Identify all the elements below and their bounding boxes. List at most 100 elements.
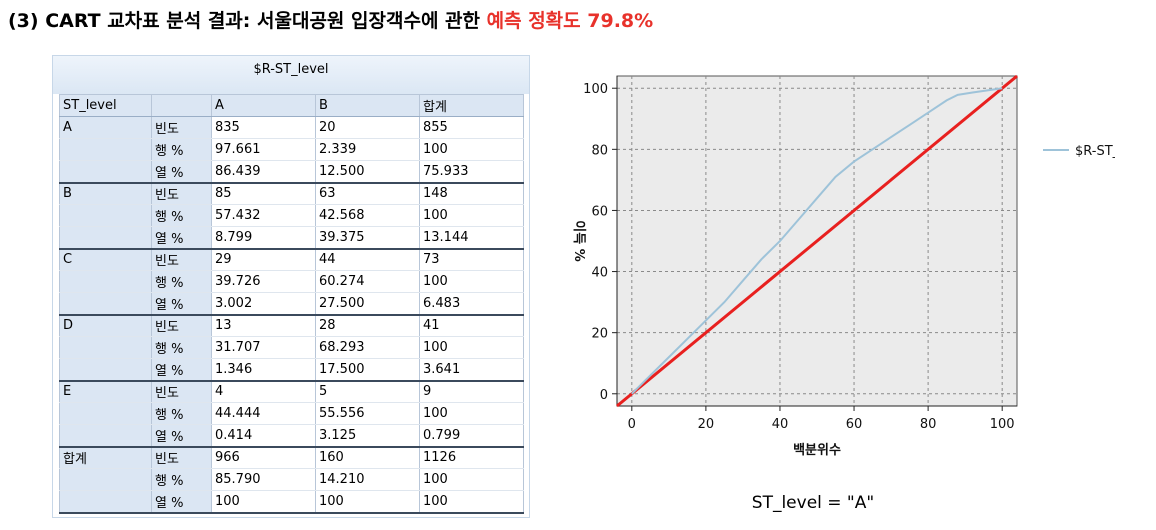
table-cell: 100 [419,270,524,293]
table-cell: 68.293 [315,336,420,359]
x-tick-label: 20 [698,417,715,432]
stat-label: 행 % [151,138,212,161]
stat-label: 열 % [151,160,212,184]
row-group-label [59,226,152,250]
table-cell: 29 [211,248,316,271]
title-accent: 예측 정확도 79.8% [486,10,654,32]
chart-caption: ST_level = "A" [752,493,874,513]
table-row: 열 % 3.002 27.500 6.483 [59,292,524,316]
table-cell: 160 [315,446,420,469]
table-cell: 73 [419,248,524,271]
table-row: C 빈도 29 44 73 [59,248,524,271]
table-header-row: ST_level A B 합계 [59,94,524,117]
table-row: E 빈도 4 5 9 [59,380,524,403]
stat-label: 열 % [151,292,212,316]
table-cell: 148 [419,182,524,205]
table-cell: 100 [315,490,420,514]
table-cell: 9 [419,380,524,403]
legend-label: $R-ST_level [1075,144,1115,159]
table-row: 열 % 8.799 39.375 13.144 [59,226,524,250]
table-cell: 0.414 [211,424,316,448]
table-cell: 75.933 [419,160,524,184]
stat-label: 행 % [151,336,212,359]
row-group-label [59,204,152,227]
table-cell: 14.210 [315,468,420,491]
table-row: 열 % 1.346 17.500 3.641 [59,358,524,382]
table-row: D 빈도 13 28 41 [59,314,524,337]
table-row: A 빈도 835 20 855 [59,116,524,139]
table-cell: 100 [419,204,524,227]
row-group-label [59,490,152,514]
gain-chart: 0 20 40 60 80 100 0 20 40 60 80 100 백분위수 이득 % $R-ST… [571,74,1115,513]
table-row: 행 % 97.661 2.339 100 [59,138,524,161]
row-group-label [59,424,152,448]
baseline-line [616,74,1018,408]
table-cell: 0.799 [419,424,524,448]
table-row: 행 % 31.707 68.293 100 [59,336,524,359]
table-cell: 100 [419,336,524,359]
row-variable-header: ST_level [59,94,152,117]
table-cell: 6.483 [419,292,524,316]
table-cell: 86.439 [211,160,316,184]
x-tick-label: 80 [920,417,937,432]
table-cell: 97.661 [211,138,316,161]
table-cell: 100 [419,490,524,514]
table-row: 행 % 57.432 42.568 100 [59,204,524,227]
table-cell: 85.790 [211,468,316,491]
stat-label: 빈도 [151,116,212,139]
row-group-label: 합계 [59,446,152,469]
table-cell: 100 [419,138,524,161]
table-cell: 100 [211,490,316,514]
table-cell: 2.339 [315,138,420,161]
title-main: (3) CART 교차표 분석 결과: 서울대공원 입장객수에 관한 [8,10,487,32]
table-cell: 855 [419,116,524,139]
row-group-label: B [59,182,152,205]
row-group-label: E [59,380,152,403]
table-cell: 100 [419,402,524,425]
stat-header [151,94,212,117]
table-cell: 39.726 [211,270,316,293]
crosstab-table: ST_level A B 합계 A 빈도 835 20 855 행 % 97.661 2.33… [59,94,524,514]
row-group-label [59,138,152,161]
row-group-label: D [59,314,152,337]
table-cell: 28 [315,314,420,337]
row-group-label [59,336,152,359]
grid-lines [617,76,1017,406]
table-row: 열 % 100 100 100 [59,490,524,514]
stat-label: 빈도 [151,248,212,271]
row-group-label [59,270,152,293]
table-cell: 3.002 [211,292,316,316]
stat-label: 열 % [151,424,212,448]
column-variable-label: $R-ST_level [253,62,329,77]
table-cell: 1.346 [211,358,316,382]
table-cell: 4 [211,380,316,403]
table-cell: 3.125 [315,424,420,448]
stat-label: 행 % [151,270,212,293]
series [616,74,1018,408]
y-tick-label: 60 [591,204,608,219]
x-tick-label: 60 [846,417,863,432]
table-cell: 966 [211,446,316,469]
table-row: 열 % 0.414 3.125 0.799 [59,424,524,448]
table-cell: 44 [315,248,420,271]
table-cell: 13 [211,314,316,337]
table-cell: 17.500 [315,358,420,382]
table-cell: 20 [315,116,420,139]
stat-label: 열 % [151,490,212,514]
table-cell: 85 [211,182,316,205]
row-group-label [59,468,152,491]
y-axis-title: 이득 % [571,220,587,261]
row-group-label [59,402,152,425]
legend: $R-ST_level [1043,144,1115,159]
table-cell: 27.500 [315,292,420,316]
table-cell: 12.500 [315,160,420,184]
row-group-label [59,358,152,382]
table-cell: 44.444 [211,402,316,425]
x-tick-label: 40 [772,417,789,432]
table-cell: 57.432 [211,204,316,227]
table-row: 행 % 44.444 55.556 100 [59,402,524,425]
stat-label: 빈도 [151,314,212,337]
y-tick-label: 100 [583,82,608,97]
table-row: 열 % 86.439 12.500 75.933 [59,160,524,184]
y-tick-label: 40 [591,266,608,281]
